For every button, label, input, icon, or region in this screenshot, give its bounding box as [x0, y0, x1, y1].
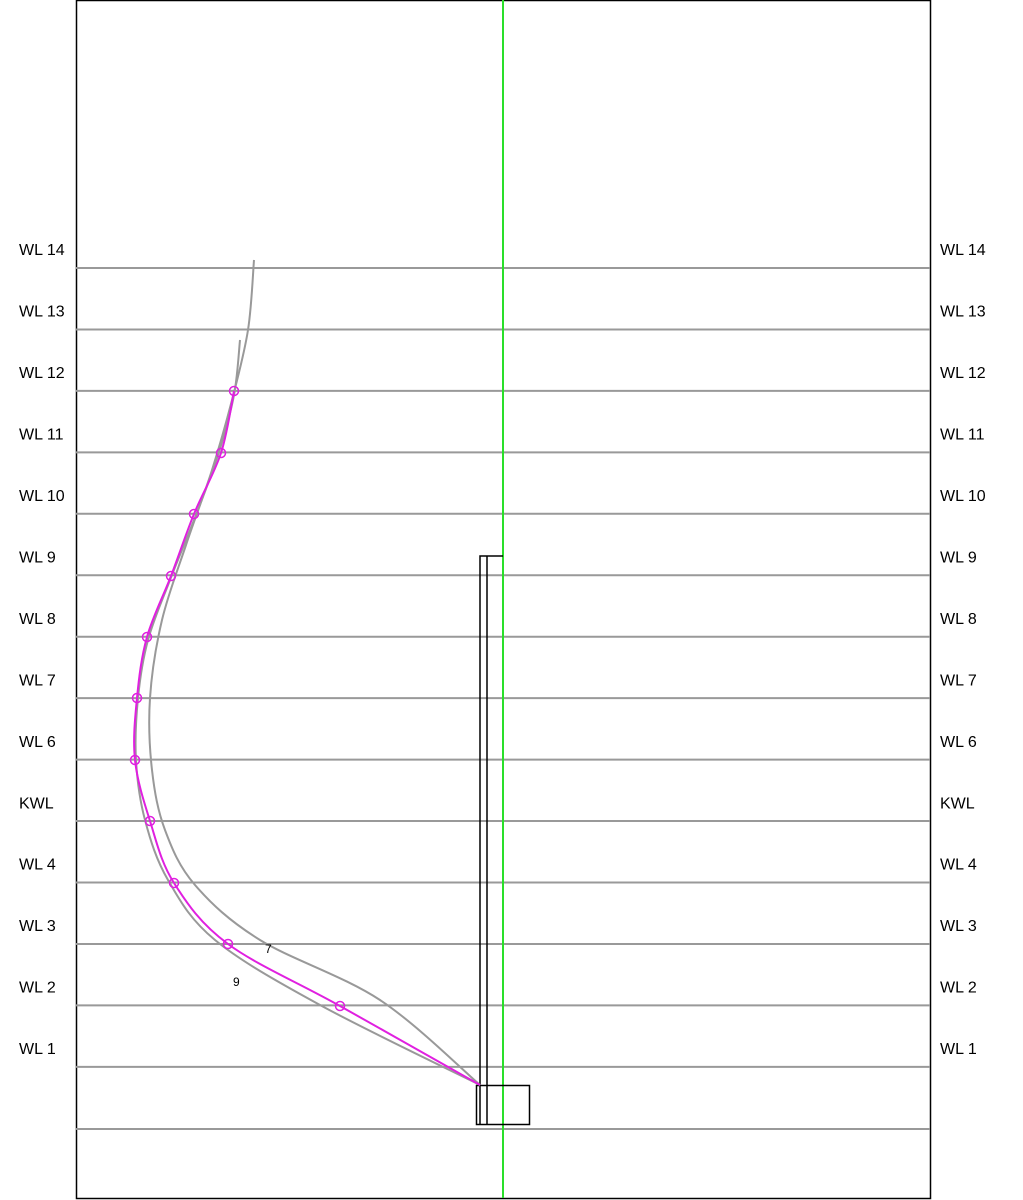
waterline-label: WL 8	[19, 611, 56, 628]
waterline-label: WL 12	[940, 365, 986, 382]
control-point	[165, 570, 177, 582]
control-point	[141, 631, 153, 643]
waterline-label: WL 9	[19, 549, 56, 566]
waterline-label: KWL	[19, 795, 54, 812]
active-section-curve	[133, 390, 481, 1086]
waterline-label: KWL	[940, 795, 975, 812]
waterline-label: WL 10	[940, 488, 986, 505]
waterline-label: WL 9	[940, 549, 977, 566]
section-curve	[134, 339, 481, 1086]
waterline-label: WL 4	[19, 857, 56, 874]
waterline-label: WL 13	[940, 304, 986, 321]
control-point	[188, 508, 200, 520]
waterline-label: WL 13	[19, 304, 65, 321]
waterline-label: WL 4	[940, 857, 977, 874]
control-point	[144, 815, 156, 827]
waterline-label: WL 12	[19, 365, 65, 382]
waterline-label: WL 11	[940, 427, 985, 444]
control-point	[222, 938, 234, 950]
waterline-label: WL 14	[940, 242, 986, 259]
waterline-label: WL 6	[19, 734, 56, 751]
waterline-label: WL 6	[940, 734, 977, 751]
waterline-label: WL 3	[940, 918, 977, 935]
waterline-label: WL 2	[19, 980, 56, 997]
waterline-label: WL 14	[19, 242, 65, 259]
stem-post	[479, 555, 503, 1124]
control-point	[129, 754, 141, 766]
waterline-label: WL 7	[19, 672, 56, 689]
section-label: 9	[233, 975, 240, 989]
waterline-label: WL 3	[19, 918, 56, 935]
waterline-label: WL 8	[940, 611, 977, 628]
waterline-label: WL 1	[19, 1041, 56, 1058]
waterline-label: WL 2	[940, 980, 977, 997]
waterline-label: WL 11	[19, 427, 64, 444]
control-point	[215, 447, 227, 459]
control-point	[131, 692, 143, 704]
section-curve	[148, 259, 481, 1086]
keel	[475, 1084, 531, 1126]
waterline-label: WL 10	[19, 488, 65, 505]
control-point	[168, 877, 180, 889]
control-point	[228, 385, 240, 397]
control-point	[334, 1000, 346, 1012]
sections	[129, 259, 481, 1086]
waterline-label: WL 7	[940, 672, 977, 689]
section-label: 7	[265, 942, 272, 956]
waterline-label: WL 1	[940, 1041, 977, 1058]
